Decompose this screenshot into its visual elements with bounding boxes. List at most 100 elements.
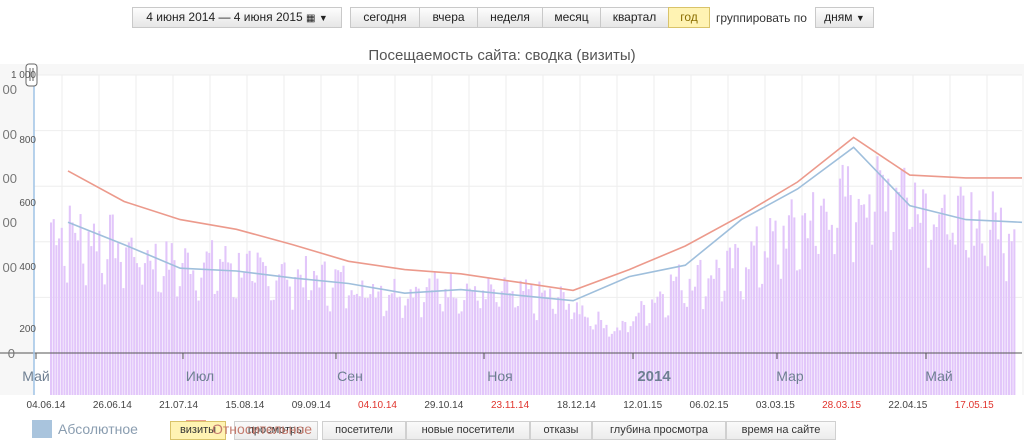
daily-visits-bar (897, 191, 901, 395)
daily-visits-bar (342, 265, 345, 395)
x-date-label: 21.07.14 (159, 400, 198, 411)
daily-visits-bar (855, 222, 858, 395)
y-inner-tick-label: 200 (19, 324, 36, 335)
daily-visits-bar (420, 317, 423, 395)
metric-tab-time[interactable]: время на сайте (726, 421, 836, 440)
group-by-select[interactable]: дням ▼ (815, 7, 874, 28)
daily-visits-bar (237, 252, 240, 395)
metric-tab-visitors[interactable]: посетители (322, 421, 406, 440)
legend-absolute-swatch (32, 420, 52, 438)
x-date-label: 12.01.15 (623, 400, 662, 411)
daily-visits-bar (696, 265, 699, 395)
daily-visits-bar (369, 294, 372, 395)
x-date-label: 28.03.15 (822, 400, 861, 411)
daily-visits-bar (176, 296, 179, 395)
daily-visits-bar (455, 298, 458, 395)
daily-visits-bar (283, 262, 286, 395)
daily-visits-bar (524, 279, 528, 395)
daily-visits-bar (533, 313, 536, 395)
daily-visits-bar (581, 305, 584, 395)
daily-visits-bar (871, 244, 874, 395)
daily-visits-bar (578, 314, 581, 395)
daily-visits-bar (484, 299, 487, 395)
daily-visits-bar (366, 298, 369, 395)
daily-visits-bar (130, 237, 133, 395)
x-month-label: Сен (337, 368, 363, 384)
daily-visits-bar (535, 320, 538, 395)
metric-tab-depth[interactable]: глубина просмотра (592, 421, 726, 440)
x-date-label: 29.10.14 (424, 400, 463, 411)
daily-visits-bar (511, 291, 514, 395)
daily-visits-bar (500, 291, 503, 395)
daily-visits-bar (197, 300, 200, 395)
daily-visits-bar (498, 306, 501, 395)
daily-visits-bar (707, 278, 710, 395)
metric-tab-views[interactable]: просмотры (234, 421, 318, 440)
period-year-button[interactable]: год (668, 7, 710, 28)
x-date-label: 04.10.14 (358, 400, 397, 411)
metric-tab-bounces[interactable]: отказы (530, 421, 592, 440)
daily-visits-bar (235, 298, 238, 395)
daily-visits-bar (852, 262, 855, 395)
daily-visits-bar (181, 263, 184, 395)
daily-visits-bar (659, 291, 662, 395)
y-outer-tick-label: 00 (3, 215, 17, 230)
daily-visits-bar (785, 248, 788, 395)
daily-visits-bar (186, 252, 189, 395)
daily-visits-bar (275, 280, 278, 395)
metric-tab-new-visitors[interactable]: новые посетители (406, 421, 530, 440)
legend-absolute-label[interactable]: Абсолютное (58, 421, 138, 437)
y-axis-drag-handle (25, 63, 38, 87)
period-today-button[interactable]: сегодня (350, 7, 420, 28)
daily-visits-bar (522, 291, 525, 395)
daily-visits-bar (919, 222, 922, 395)
daily-visits-bar (943, 194, 946, 395)
daily-visits-bar (798, 269, 801, 395)
daily-visits-bar (334, 269, 337, 395)
daily-visits-bar (956, 195, 960, 395)
x-month-label: Ноя (487, 368, 512, 384)
daily-visits-bar (849, 195, 852, 395)
daily-visits-bar (809, 220, 812, 395)
daily-visits-bar (739, 291, 742, 395)
daily-visits-bar (326, 305, 329, 395)
daily-visits-bar (610, 333, 613, 395)
daily-visits-bar (141, 284, 144, 395)
daily-visits-bar (380, 285, 383, 395)
daily-visits-bar (146, 250, 149, 395)
daily-visits-bar (87, 231, 90, 395)
x-date-label: 23.11.14 (491, 400, 530, 411)
daily-visits-bar (734, 244, 737, 395)
daily-visits-bar (414, 286, 418, 395)
period-yesterday-button[interactable]: вчера (419, 7, 478, 28)
daily-visits-bar (321, 264, 324, 395)
period-week-button[interactable]: неделя (477, 7, 543, 28)
legend-relative-label[interactable]: Относительное (212, 421, 312, 437)
metric-tab-visits[interactable]: визиты (170, 421, 226, 440)
daily-visits-bar (339, 272, 342, 395)
daily-visits-bar (715, 259, 718, 395)
daily-visits-bar (661, 294, 664, 395)
daily-visits-bar (914, 182, 917, 395)
daily-visits-bar (677, 264, 680, 395)
daily-visits-bar (194, 290, 197, 395)
daily-visits-bar (473, 286, 477, 395)
daily-visits-bar (801, 215, 804, 395)
daily-visits-bar (903, 167, 906, 395)
daily-visits-bar (382, 316, 385, 395)
daily-visits-bar (519, 280, 522, 395)
x-month-label: 2014 (637, 368, 671, 385)
daily-visits-bar (720, 301, 723, 395)
date-range-picker[interactable]: 4 июня 2014 — 4 июня 2015 ▦ ▼ (132, 7, 342, 28)
daily-visits-bar (978, 210, 981, 395)
x-date-label: 15.08.14 (225, 400, 264, 411)
period-month-button[interactable]: месяц (542, 7, 601, 28)
daily-visits-bar (634, 316, 638, 395)
y-outer-tick-label: 0 (8, 346, 15, 361)
daily-visits-bar (763, 251, 766, 395)
daily-visits-bar (221, 261, 224, 395)
daily-visits-bar (1005, 281, 1008, 395)
daily-visits-bar (189, 273, 192, 395)
daily-visits-bar (468, 288, 471, 395)
daily-visits-bar (814, 245, 817, 395)
